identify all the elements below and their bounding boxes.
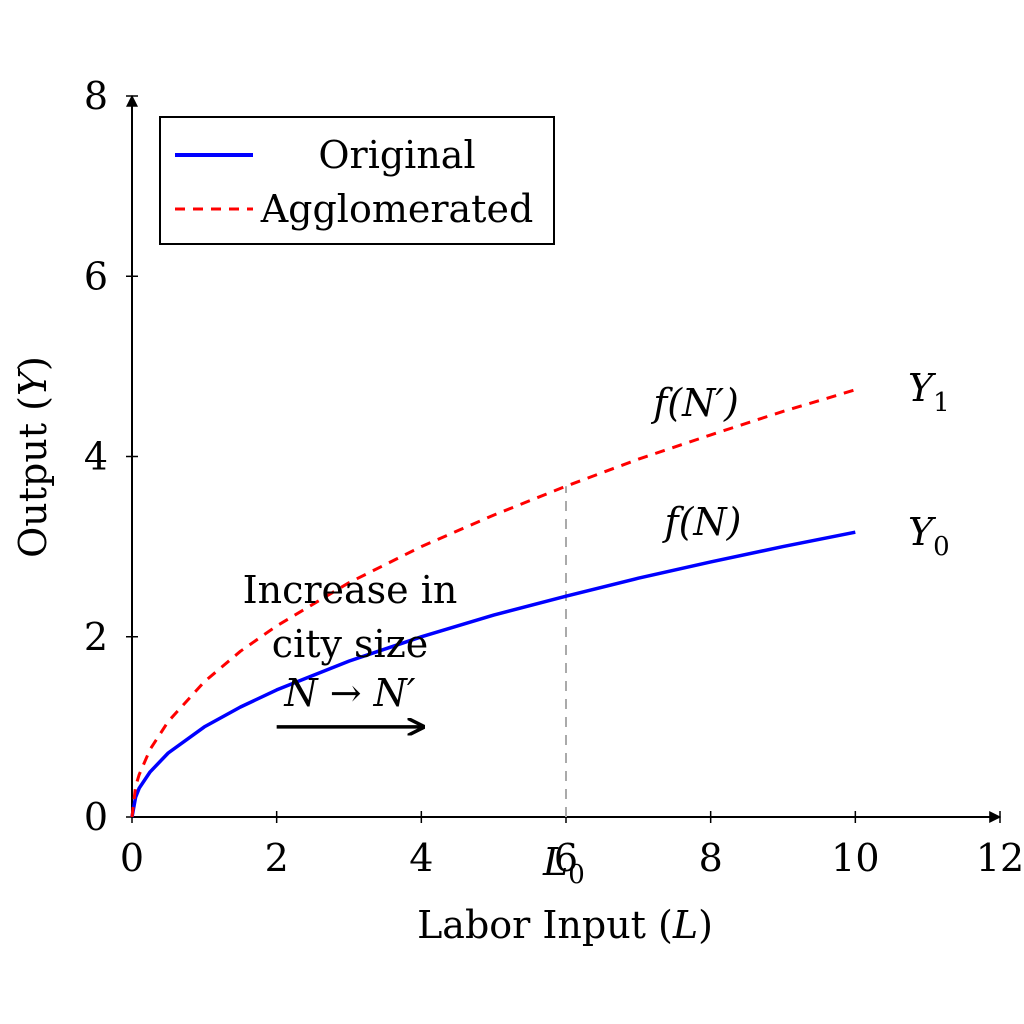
- y-tick-label-1: 2: [84, 615, 108, 659]
- x-tick-label-5: 10: [831, 836, 879, 880]
- level-label-agglomerated: Y1: [908, 366, 950, 418]
- x-tick-label-2: 4: [409, 836, 433, 880]
- y-tick-label-3: 6: [84, 254, 108, 298]
- legend-box: [159, 116, 555, 245]
- x-tick-label-4: 8: [699, 836, 723, 880]
- labor-marker-label: L0: [542, 840, 585, 890]
- x-tick-label-0: 0: [120, 836, 144, 880]
- series-line-original: [130, 530, 856, 818]
- y-tick-label-0: 0: [84, 795, 108, 839]
- shift-annotation-line1: Increase in: [243, 568, 458, 612]
- y-axis-label: Output (Y): [11, 356, 55, 558]
- y-tick-label-4: 8: [84, 74, 108, 118]
- series-line-agglomerated: [130, 388, 856, 818]
- level-label-original: Y0: [908, 510, 950, 562]
- x-axis-label: Labor Input (L): [417, 903, 713, 947]
- series-layer: [130, 388, 856, 818]
- x-tick-label-1: 2: [265, 836, 289, 880]
- shift-annotation-line3: N → N′: [283, 671, 415, 715]
- curve-label-agglomerated: f(N′): [650, 381, 739, 425]
- legend-label-agglomerated: Agglomerated: [260, 187, 534, 231]
- legend-label-original: Original: [318, 133, 475, 177]
- x-ticks: 0 2 4 6 8 10 12: [120, 811, 1024, 880]
- y-tick-label-2: 4: [84, 435, 108, 479]
- x-tick-label-6: 12: [976, 836, 1024, 880]
- y-ticks: 0 2 4 6 8: [84, 74, 138, 839]
- shift-annotation-line2: city size: [272, 622, 428, 666]
- legend: Original Agglomerated: [159, 116, 555, 245]
- curve-label-original: f(N): [662, 500, 742, 544]
- x-tick-label-3: 6: [554, 836, 578, 880]
